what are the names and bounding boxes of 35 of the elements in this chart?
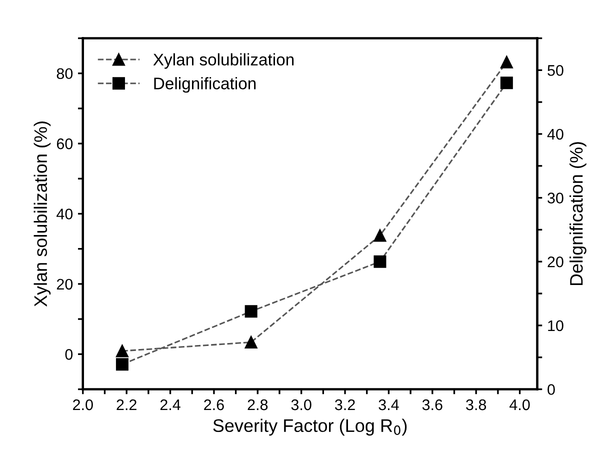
- y2-tick-label: 30: [548, 192, 564, 204]
- y2-tick-label: 20: [548, 256, 564, 268]
- x-tick-label: 2.0: [73, 399, 93, 410]
- y-tick-label: 60: [56, 138, 73, 150]
- point: [116, 344, 128, 358]
- y2-tick-label: 10: [548, 320, 564, 332]
- point: [244, 336, 258, 348]
- point: [116, 358, 128, 371]
- x-tick-label: 2.6: [204, 399, 224, 410]
- point: [500, 76, 513, 90]
- x-tick-label: 3.2: [334, 399, 355, 410]
- y-axis-title: Xylan solubilization (%): [34, 122, 51, 307]
- y2-tick-label: 40: [547, 128, 564, 140]
- y2-axis-title: Delignification (%): [570, 142, 586, 286]
- x-axis-title: Severity Factor (Log R$_{0}$): [213, 418, 407, 436]
- x-tick-label: 2.8: [248, 399, 268, 410]
- point: [374, 255, 386, 268]
- y-tick-label: 0: [65, 349, 73, 360]
- legend-label: Xylan solubilization: [153, 53, 294, 69]
- x-tick-label: 3.0: [291, 399, 312, 410]
- legend-label: Delignification: [154, 77, 256, 93]
- point: [244, 305, 258, 318]
- y-tick-label: 40: [56, 208, 73, 220]
- x-tick-label: 2.2: [116, 399, 136, 410]
- x-tick-label: 3.8: [466, 399, 486, 410]
- y-tick-label: 20: [56, 278, 73, 290]
- point: [500, 56, 513, 68]
- x-tick-label: 4.0: [510, 399, 530, 410]
- y2-tick-label: 0: [548, 384, 555, 395]
- y2-tick-label: 50: [548, 65, 564, 76]
- y-tick-label: 80: [56, 68, 73, 80]
- x-tick-label: 3.4: [378, 399, 399, 410]
- point: [374, 229, 386, 242]
- x-tick-label: 2.4: [160, 399, 180, 410]
- x-tick-label: 3.6: [422, 399, 442, 410]
